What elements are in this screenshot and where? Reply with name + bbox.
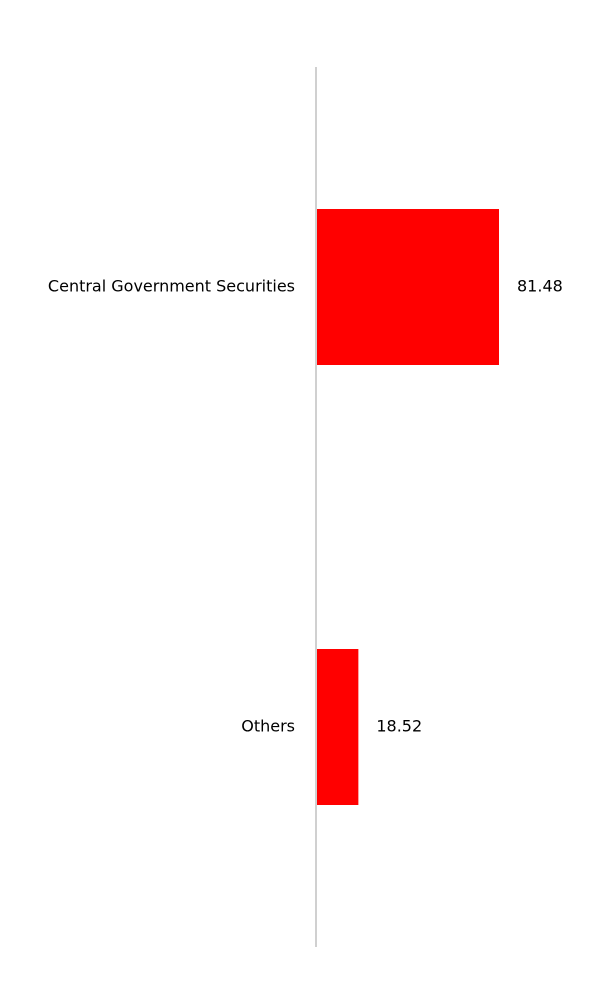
value-label: 18.52 [376, 717, 422, 736]
category-label: Central Government Securities [48, 277, 295, 296]
bar [317, 649, 359, 805]
bar [317, 209, 499, 365]
value-label: 81.48 [517, 277, 563, 296]
category-label: Others [241, 717, 295, 736]
